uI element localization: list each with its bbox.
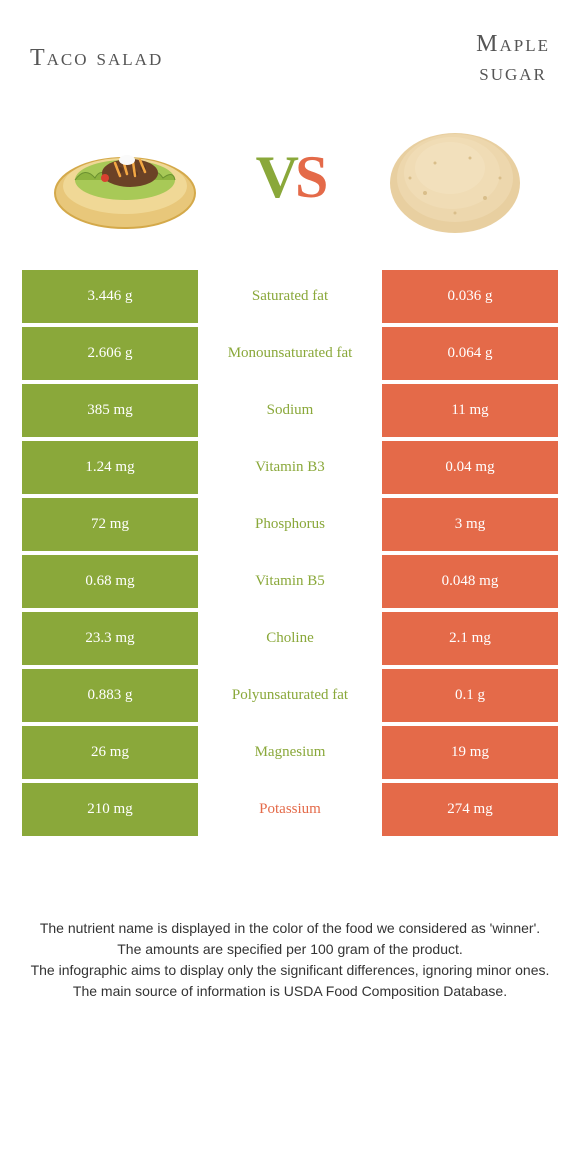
nutrient-label: Potassium: [200, 781, 380, 838]
title-right-line2: sugar: [476, 59, 550, 88]
value-left: 72 mg: [20, 496, 200, 553]
value-right: 274 mg: [380, 781, 560, 838]
value-right: 0.036 g: [380, 268, 560, 325]
footer-line4: The main source of information is USDA F…: [30, 981, 550, 1002]
value-left: 2.606 g: [20, 325, 200, 382]
nutrient-label: Saturated fat: [200, 268, 380, 325]
vs-s: S: [295, 144, 324, 210]
table-row: 26 mgMagnesium19 mg: [20, 724, 560, 781]
value-right: 2.1 mg: [380, 610, 560, 667]
table-row: 72 mgPhosphorus3 mg: [20, 496, 560, 553]
value-right: 0.04 mg: [380, 439, 560, 496]
vs-v: V: [256, 144, 295, 210]
nutrient-label: Choline: [200, 610, 380, 667]
value-left: 0.883 g: [20, 667, 200, 724]
value-left: 1.24 mg: [20, 439, 200, 496]
value-left: 385 mg: [20, 382, 200, 439]
table-row: 23.3 mgCholine2.1 mg: [20, 610, 560, 667]
nutrient-label: Magnesium: [200, 724, 380, 781]
table-row: 1.24 mgVitamin B30.04 mg: [20, 439, 560, 496]
footer-line1: The nutrient name is displayed in the co…: [30, 918, 550, 939]
title-right-line1: Maple: [476, 30, 550, 59]
title-right: Maple sugar: [476, 30, 550, 88]
title-left: Taco salad: [30, 45, 163, 72]
table-row: 0.883 gPolyunsaturated fat0.1 g: [20, 667, 560, 724]
footer-line2: The amounts are specified per 100 gram o…: [30, 939, 550, 960]
nutrient-label: Sodium: [200, 382, 380, 439]
nutrient-label: Vitamin B3: [200, 439, 380, 496]
table-row: 385 mgSodium11 mg: [20, 382, 560, 439]
value-left: 210 mg: [20, 781, 200, 838]
value-right: 3 mg: [380, 496, 560, 553]
nutrient-label: Phosphorus: [200, 496, 380, 553]
table-row: 210 mgPotassium274 mg: [20, 781, 560, 838]
value-right: 11 mg: [380, 382, 560, 439]
maple-sugar-image: [375, 118, 535, 238]
value-left: 3.446 g: [20, 268, 200, 325]
footer: The nutrient name is displayed in the co…: [0, 918, 580, 1002]
value-right: 19 mg: [380, 724, 560, 781]
value-left: 23.3 mg: [20, 610, 200, 667]
value-right: 0.064 g: [380, 325, 560, 382]
value-right: 0.1 g: [380, 667, 560, 724]
value-left: 26 mg: [20, 724, 200, 781]
nutrition-table: 3.446 gSaturated fat0.036 g2.606 gMonoun…: [20, 268, 560, 838]
value-left: 0.68 mg: [20, 553, 200, 610]
value-right: 0.048 mg: [380, 553, 560, 610]
images-row: VS: [0, 108, 580, 268]
nutrient-label: Polyunsaturated fat: [200, 667, 380, 724]
taco-salad-image: [45, 118, 205, 238]
vs-label: VS: [256, 143, 325, 212]
nutrient-label: Monounsaturated fat: [200, 325, 380, 382]
table-row: 3.446 gSaturated fat0.036 g: [20, 268, 560, 325]
header: Taco salad Maple sugar: [0, 0, 580, 108]
nutrient-label: Vitamin B5: [200, 553, 380, 610]
table-row: 0.68 mgVitamin B50.048 mg: [20, 553, 560, 610]
footer-line3: The infographic aims to display only the…: [30, 960, 550, 981]
table-row: 2.606 gMonounsaturated fat0.064 g: [20, 325, 560, 382]
